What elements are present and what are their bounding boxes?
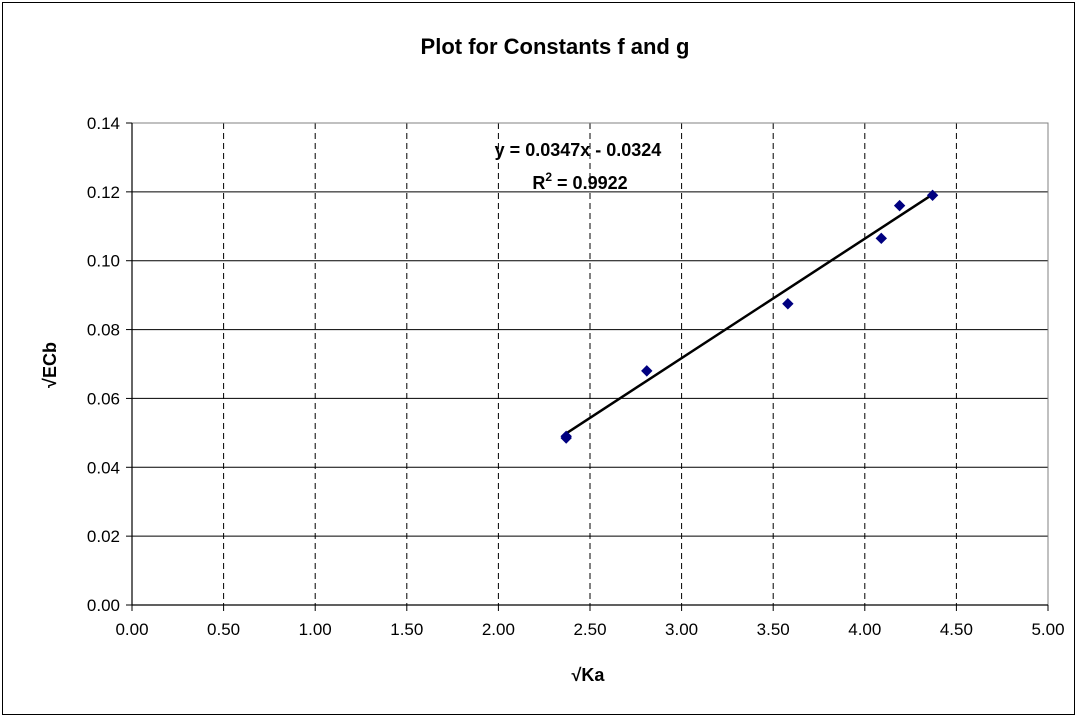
grid (132, 122, 1048, 605)
y-tick-label: 0.08 (87, 321, 120, 340)
x-tick-label: 4.50 (940, 620, 973, 639)
trendline (565, 193, 934, 435)
x-tick-label: 1.50 (390, 620, 423, 639)
x-tick-label: 3.00 (665, 620, 698, 639)
data-point (641, 365, 653, 377)
data-point (893, 199, 906, 212)
x-axis-label: √Ka (572, 665, 606, 685)
y-tick-label: 0.02 (87, 527, 120, 546)
y-tick-label: 0.10 (87, 252, 120, 271)
x-tick-label: 2.00 (482, 620, 515, 639)
data-point (560, 432, 572, 444)
data-points (560, 189, 939, 444)
y-tick-label: 0.06 (87, 389, 120, 408)
x-axis-ticks: 0.00 0.50 1.00 1.50 2.00 2.50 3.00 3.50 4.00 4.50… (115, 605, 1065, 639)
y-tick-label: 0.00 (87, 596, 120, 615)
data-point (875, 232, 887, 245)
x-tick-label: 0.00 (115, 620, 148, 639)
y-axis-label: √ECb (40, 342, 60, 388)
y-tick-label: 0.04 (87, 458, 120, 477)
data-point (782, 298, 794, 310)
y-tick-label: 0.14 (87, 114, 120, 133)
trendline-equation: y = 0.0347x - 0.0324 (495, 140, 662, 160)
r-squared-superscript: 2 (545, 170, 552, 184)
data-point (926, 189, 939, 202)
x-tick-label: 2.50 (573, 620, 606, 639)
r-squared-prefix: R (532, 173, 545, 193)
chart-title: Plot for Constants f and g (421, 34, 690, 59)
x-tick-label: 4.00 (848, 620, 881, 639)
x-tick-label: 1.00 (299, 620, 332, 639)
y-tick-label: 0.12 (87, 183, 120, 202)
x-tick-label: 0.50 (207, 620, 240, 639)
r-squared-label: R2 = 0.9922 (532, 170, 627, 193)
x-tick-label: 5.00 (1031, 620, 1064, 639)
r-squared-value: = 0.9922 (552, 173, 628, 193)
x-tick-label: 3.50 (757, 620, 790, 639)
y-axis-ticks: 0.00 0.02 0.04 0.06 0.08 0.10 0.12 0.14 (87, 114, 132, 615)
